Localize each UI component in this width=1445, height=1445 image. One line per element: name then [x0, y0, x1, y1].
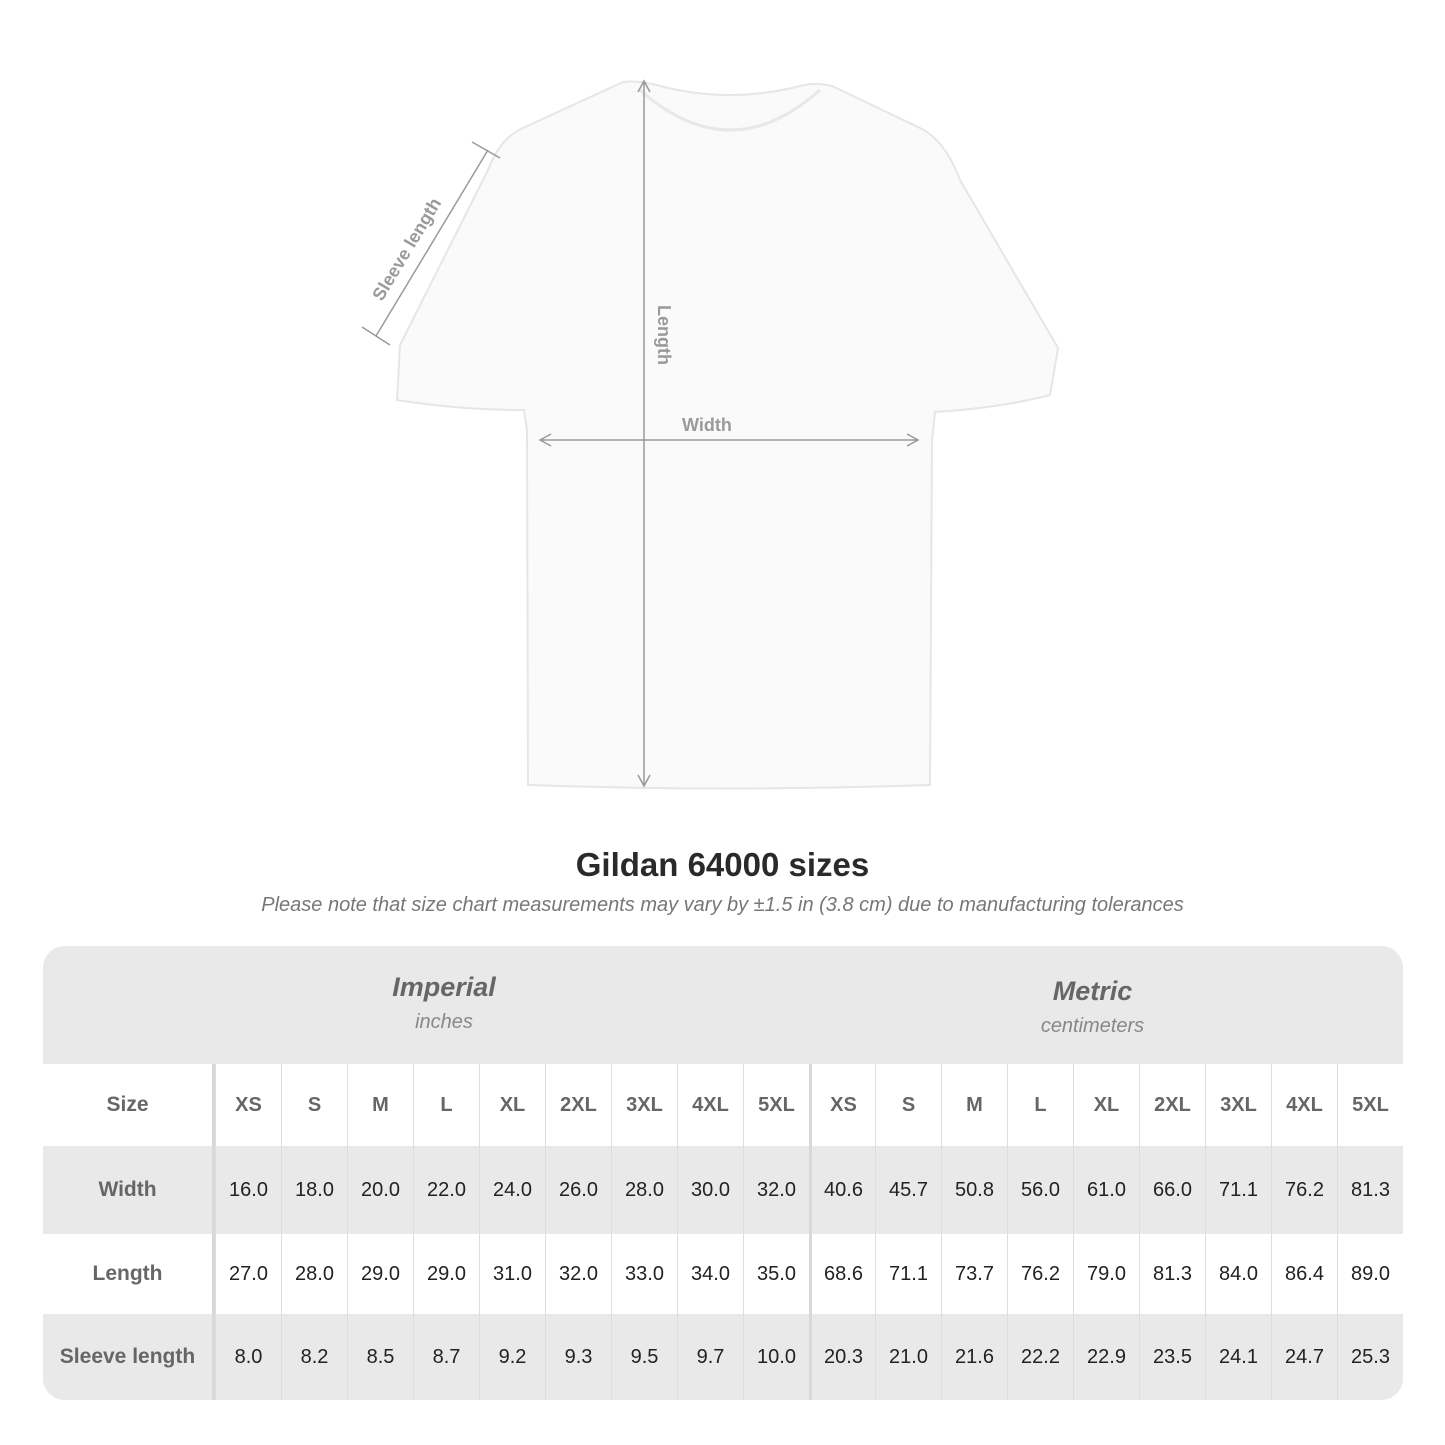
table-cell: 22.2	[1007, 1314, 1073, 1400]
table-cell: 16.0	[215, 1146, 281, 1234]
table-cell: 8.5	[347, 1314, 413, 1400]
table-cell: 8.2	[281, 1314, 347, 1400]
metric-title: Metric	[1052, 976, 1133, 1006]
table-cell: 20.3	[809, 1314, 875, 1400]
table-cell: 86.4	[1271, 1234, 1337, 1314]
table-cell: 35.0	[743, 1234, 809, 1314]
size-header-cell: M	[347, 1064, 413, 1146]
table-cell: 34.0	[677, 1234, 743, 1314]
table-cell: 66.0	[1139, 1146, 1205, 1234]
size-header-cell: 2XL	[1139, 1064, 1205, 1146]
table-cell: 9.3	[545, 1314, 611, 1400]
table-cell: 84.0	[1205, 1234, 1271, 1314]
metric-header: Metric centimeters	[810, 946, 1375, 1064]
table-cell: 68.6	[809, 1234, 875, 1314]
table-cell: 9.5	[611, 1314, 677, 1400]
table-cell: 61.0	[1073, 1146, 1139, 1234]
table-cell: 8.0	[215, 1314, 281, 1400]
size-header-cell: XL	[479, 1064, 545, 1146]
table-row-length: Length 27.0 28.0 29.0 29.0 31.0 32.0 33.0 34.0 35…	[43, 1234, 1403, 1314]
table-cell: 10.0	[743, 1314, 809, 1400]
table-cell: 28.0	[281, 1234, 347, 1314]
size-header-cell: 3XL	[1205, 1064, 1271, 1146]
table-cell: 81.3	[1139, 1234, 1205, 1314]
size-header-cell: L	[1007, 1064, 1073, 1146]
table-cell: 31.0	[479, 1234, 545, 1314]
row-label: Width	[43, 1146, 215, 1234]
table-cell: 76.2	[1271, 1146, 1337, 1234]
table-cell: 71.1	[875, 1234, 941, 1314]
table-cell: 25.3	[1337, 1314, 1403, 1400]
table-cell: 29.0	[413, 1234, 479, 1314]
table-cell: 29.0	[347, 1234, 413, 1314]
table-cell: 24.1	[1205, 1314, 1271, 1400]
table-cell: 8.7	[413, 1314, 479, 1400]
table-cell: 22.0	[413, 1146, 479, 1234]
size-header-cell: 5XL	[1337, 1064, 1403, 1146]
size-header-cell: L	[413, 1064, 479, 1146]
table-cell: 28.0	[611, 1146, 677, 1234]
table-row-width: Width 16.0 18.0 20.0 22.0 24.0 26.0 28.0 30.0 32.…	[43, 1146, 1403, 1234]
metric-unit: centimeters	[1040, 1015, 1145, 1037]
table-cell: 50.8	[941, 1146, 1007, 1234]
size-header-cell: 5XL	[743, 1064, 809, 1146]
row-label: Size	[43, 1064, 215, 1146]
table-row-sleeve-length: Sleeve length 8.0 8.2 8.5 8.7 9.2 9.3 9.5 9.7 10.…	[43, 1314, 1403, 1400]
table-cell: 23.5	[1139, 1314, 1205, 1400]
size-header-cell: XL	[1073, 1064, 1139, 1146]
imperial-header: Imperial inches	[215, 946, 673, 1064]
size-header-cell: 3XL	[611, 1064, 677, 1146]
size-header-cell: S	[281, 1064, 347, 1146]
size-table: Imperial inches Metric centimeters Size X…	[43, 946, 1403, 1400]
table-cell: 20.0	[347, 1146, 413, 1234]
table-cell: 18.0	[281, 1146, 347, 1234]
size-header-cell: M	[941, 1064, 1007, 1146]
size-header-cell: XS	[809, 1064, 875, 1146]
table-cell: 21.6	[941, 1314, 1007, 1400]
table-cell: 26.0	[545, 1146, 611, 1234]
row-label: Length	[43, 1234, 215, 1314]
chart-title: Gildan 64000 sizes	[575, 846, 870, 883]
row-label: Sleeve length	[43, 1314, 215, 1400]
width-label: Width	[682, 415, 732, 435]
table-cell: 30.0	[677, 1146, 743, 1234]
tshirt-illustration	[395, 80, 1060, 790]
table-cell: 45.7	[875, 1146, 941, 1234]
size-header-cell: 4XL	[677, 1064, 743, 1146]
size-header-cell: S	[875, 1064, 941, 1146]
size-header-cell: XS	[215, 1064, 281, 1146]
table-cell: 9.2	[479, 1314, 545, 1400]
table-cell: 21.0	[875, 1314, 941, 1400]
table-cell: 32.0	[545, 1234, 611, 1314]
table-cell: 81.3	[1337, 1146, 1403, 1234]
size-header-row: Size XS S M L XL 2XL 3XL 4XL 5XL XS S M L XL 2XL 3XL 4XL 5…	[43, 1064, 1403, 1146]
table-cell: 9.7	[677, 1314, 743, 1400]
table-cell: 32.0	[743, 1146, 809, 1234]
table-cell: 89.0	[1337, 1234, 1403, 1314]
tolerance-note: Please note that size chart measurements…	[261, 894, 1184, 916]
table-cell: 73.7	[941, 1234, 1007, 1314]
table-cell: 56.0	[1007, 1146, 1073, 1234]
table-cell: 22.9	[1073, 1314, 1139, 1400]
sleeve-length-line	[375, 149, 489, 337]
size-header-cell: 2XL	[545, 1064, 611, 1146]
length-label: Length	[654, 305, 674, 365]
table-cell: 76.2	[1007, 1234, 1073, 1314]
table-cell: 79.0	[1073, 1234, 1139, 1314]
table-cell: 33.0	[611, 1234, 677, 1314]
imperial-unit: inches	[415, 1011, 473, 1033]
tshirt-diagram: Sleeve length Length Width	[361, 79, 1060, 790]
table-cell: 24.7	[1271, 1314, 1337, 1400]
size-header-cell: 4XL	[1271, 1064, 1337, 1146]
table-cell: 24.0	[479, 1146, 545, 1234]
imperial-title: Imperial	[392, 972, 496, 1002]
table-cell: 27.0	[215, 1234, 281, 1314]
table-cell: 40.6	[809, 1146, 875, 1234]
table-cell: 71.1	[1205, 1146, 1271, 1234]
